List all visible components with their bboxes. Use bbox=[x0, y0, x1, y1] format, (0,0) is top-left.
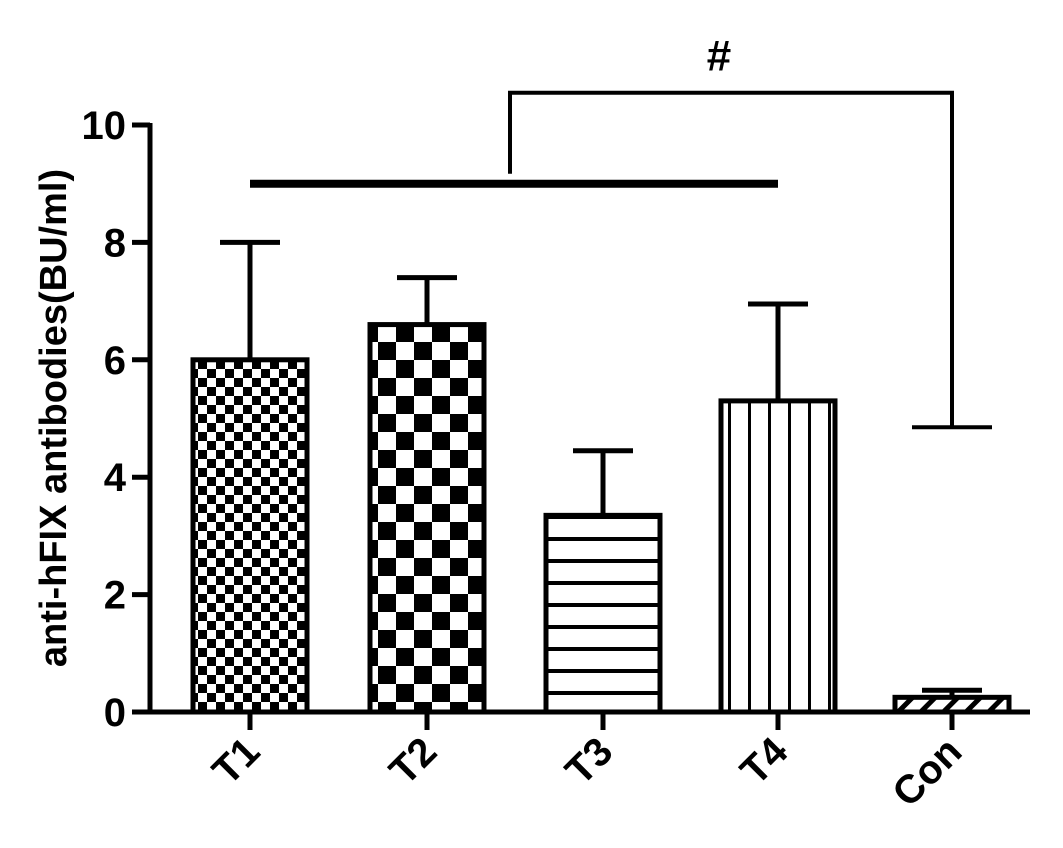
y-tick-label: 4 bbox=[104, 456, 127, 500]
bars bbox=[190, 322, 1012, 715]
y-tick-label: 6 bbox=[104, 339, 126, 383]
significance-annotation: # bbox=[250, 32, 992, 430]
bar-t3 bbox=[543, 512, 663, 715]
y-axis-title: anti-hFIX antibodies(BU/ml) bbox=[33, 169, 75, 667]
y-tick-label: 0 bbox=[104, 691, 126, 735]
bar-t4 bbox=[718, 398, 838, 715]
comparison-bracket bbox=[508, 90, 954, 428]
bar-t2 bbox=[367, 322, 487, 715]
x-tick-label: T1 bbox=[204, 729, 268, 793]
x-tick-label: T2 bbox=[381, 729, 445, 793]
x-tick-label: Con bbox=[884, 729, 970, 815]
y-tick-label: 2 bbox=[104, 574, 126, 618]
x-tick-label: T4 bbox=[732, 729, 797, 794]
y-tick-label: 8 bbox=[104, 221, 126, 265]
x-tick-label: T3 bbox=[557, 729, 621, 793]
y-tick-label: 10 bbox=[82, 104, 127, 148]
significance-mark: # bbox=[707, 32, 731, 81]
bar-t1 bbox=[190, 357, 310, 715]
error-bars bbox=[220, 239, 982, 698]
bar-con bbox=[892, 694, 1012, 715]
